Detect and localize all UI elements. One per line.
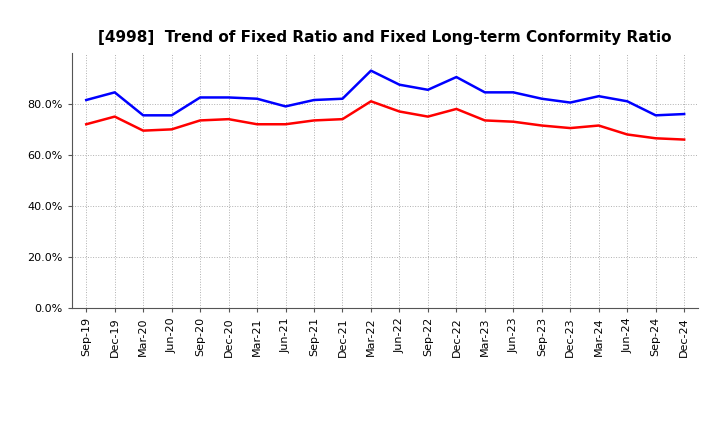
Fixed Long-term Conformity Ratio bbox=[680, 137, 688, 142]
Fixed Long-term Conformity Ratio bbox=[225, 117, 233, 122]
Fixed Long-term Conformity Ratio bbox=[623, 132, 631, 137]
Fixed Long-term Conformity Ratio bbox=[480, 118, 489, 123]
Fixed Long-term Conformity Ratio bbox=[282, 121, 290, 127]
Fixed Ratio bbox=[509, 90, 518, 95]
Fixed Long-term Conformity Ratio bbox=[509, 119, 518, 125]
Fixed Long-term Conformity Ratio bbox=[566, 125, 575, 131]
Fixed Ratio bbox=[480, 90, 489, 95]
Fixed Ratio bbox=[167, 113, 176, 118]
Fixed Long-term Conformity Ratio bbox=[452, 106, 461, 112]
Title: [4998]  Trend of Fixed Ratio and Fixed Long-term Conformity Ratio: [4998] Trend of Fixed Ratio and Fixed Lo… bbox=[99, 29, 672, 45]
Fixed Long-term Conformity Ratio bbox=[537, 123, 546, 128]
Fixed Ratio bbox=[623, 99, 631, 104]
Line: Fixed Long-term Conformity Ratio: Fixed Long-term Conformity Ratio bbox=[86, 101, 684, 139]
Fixed Ratio bbox=[680, 111, 688, 117]
Fixed Ratio bbox=[282, 104, 290, 109]
Fixed Long-term Conformity Ratio bbox=[167, 127, 176, 132]
Fixed Ratio bbox=[196, 95, 204, 100]
Fixed Long-term Conformity Ratio bbox=[196, 118, 204, 123]
Fixed Long-term Conformity Ratio bbox=[652, 136, 660, 141]
Fixed Long-term Conformity Ratio bbox=[139, 128, 148, 133]
Fixed Ratio bbox=[566, 100, 575, 105]
Fixed Ratio bbox=[423, 87, 432, 92]
Fixed Ratio bbox=[82, 97, 91, 103]
Fixed Ratio bbox=[110, 90, 119, 95]
Fixed Ratio bbox=[652, 113, 660, 118]
Fixed Long-term Conformity Ratio bbox=[310, 118, 318, 123]
Fixed Long-term Conformity Ratio bbox=[253, 121, 261, 127]
Fixed Ratio bbox=[253, 96, 261, 101]
Fixed Long-term Conformity Ratio bbox=[595, 123, 603, 128]
Fixed Long-term Conformity Ratio bbox=[338, 117, 347, 122]
Fixed Ratio bbox=[595, 94, 603, 99]
Fixed Ratio bbox=[310, 97, 318, 103]
Fixed Long-term Conformity Ratio bbox=[82, 121, 91, 127]
Fixed Long-term Conformity Ratio bbox=[395, 109, 404, 114]
Fixed Ratio bbox=[225, 95, 233, 100]
Fixed Ratio bbox=[395, 82, 404, 87]
Fixed Ratio bbox=[366, 68, 375, 73]
Fixed Ratio bbox=[139, 113, 148, 118]
Fixed Long-term Conformity Ratio bbox=[423, 114, 432, 119]
Fixed Ratio bbox=[452, 74, 461, 80]
Fixed Ratio bbox=[537, 96, 546, 101]
Fixed Ratio bbox=[338, 96, 347, 101]
Fixed Long-term Conformity Ratio bbox=[110, 114, 119, 119]
Line: Fixed Ratio: Fixed Ratio bbox=[86, 71, 684, 115]
Fixed Long-term Conformity Ratio bbox=[366, 99, 375, 104]
